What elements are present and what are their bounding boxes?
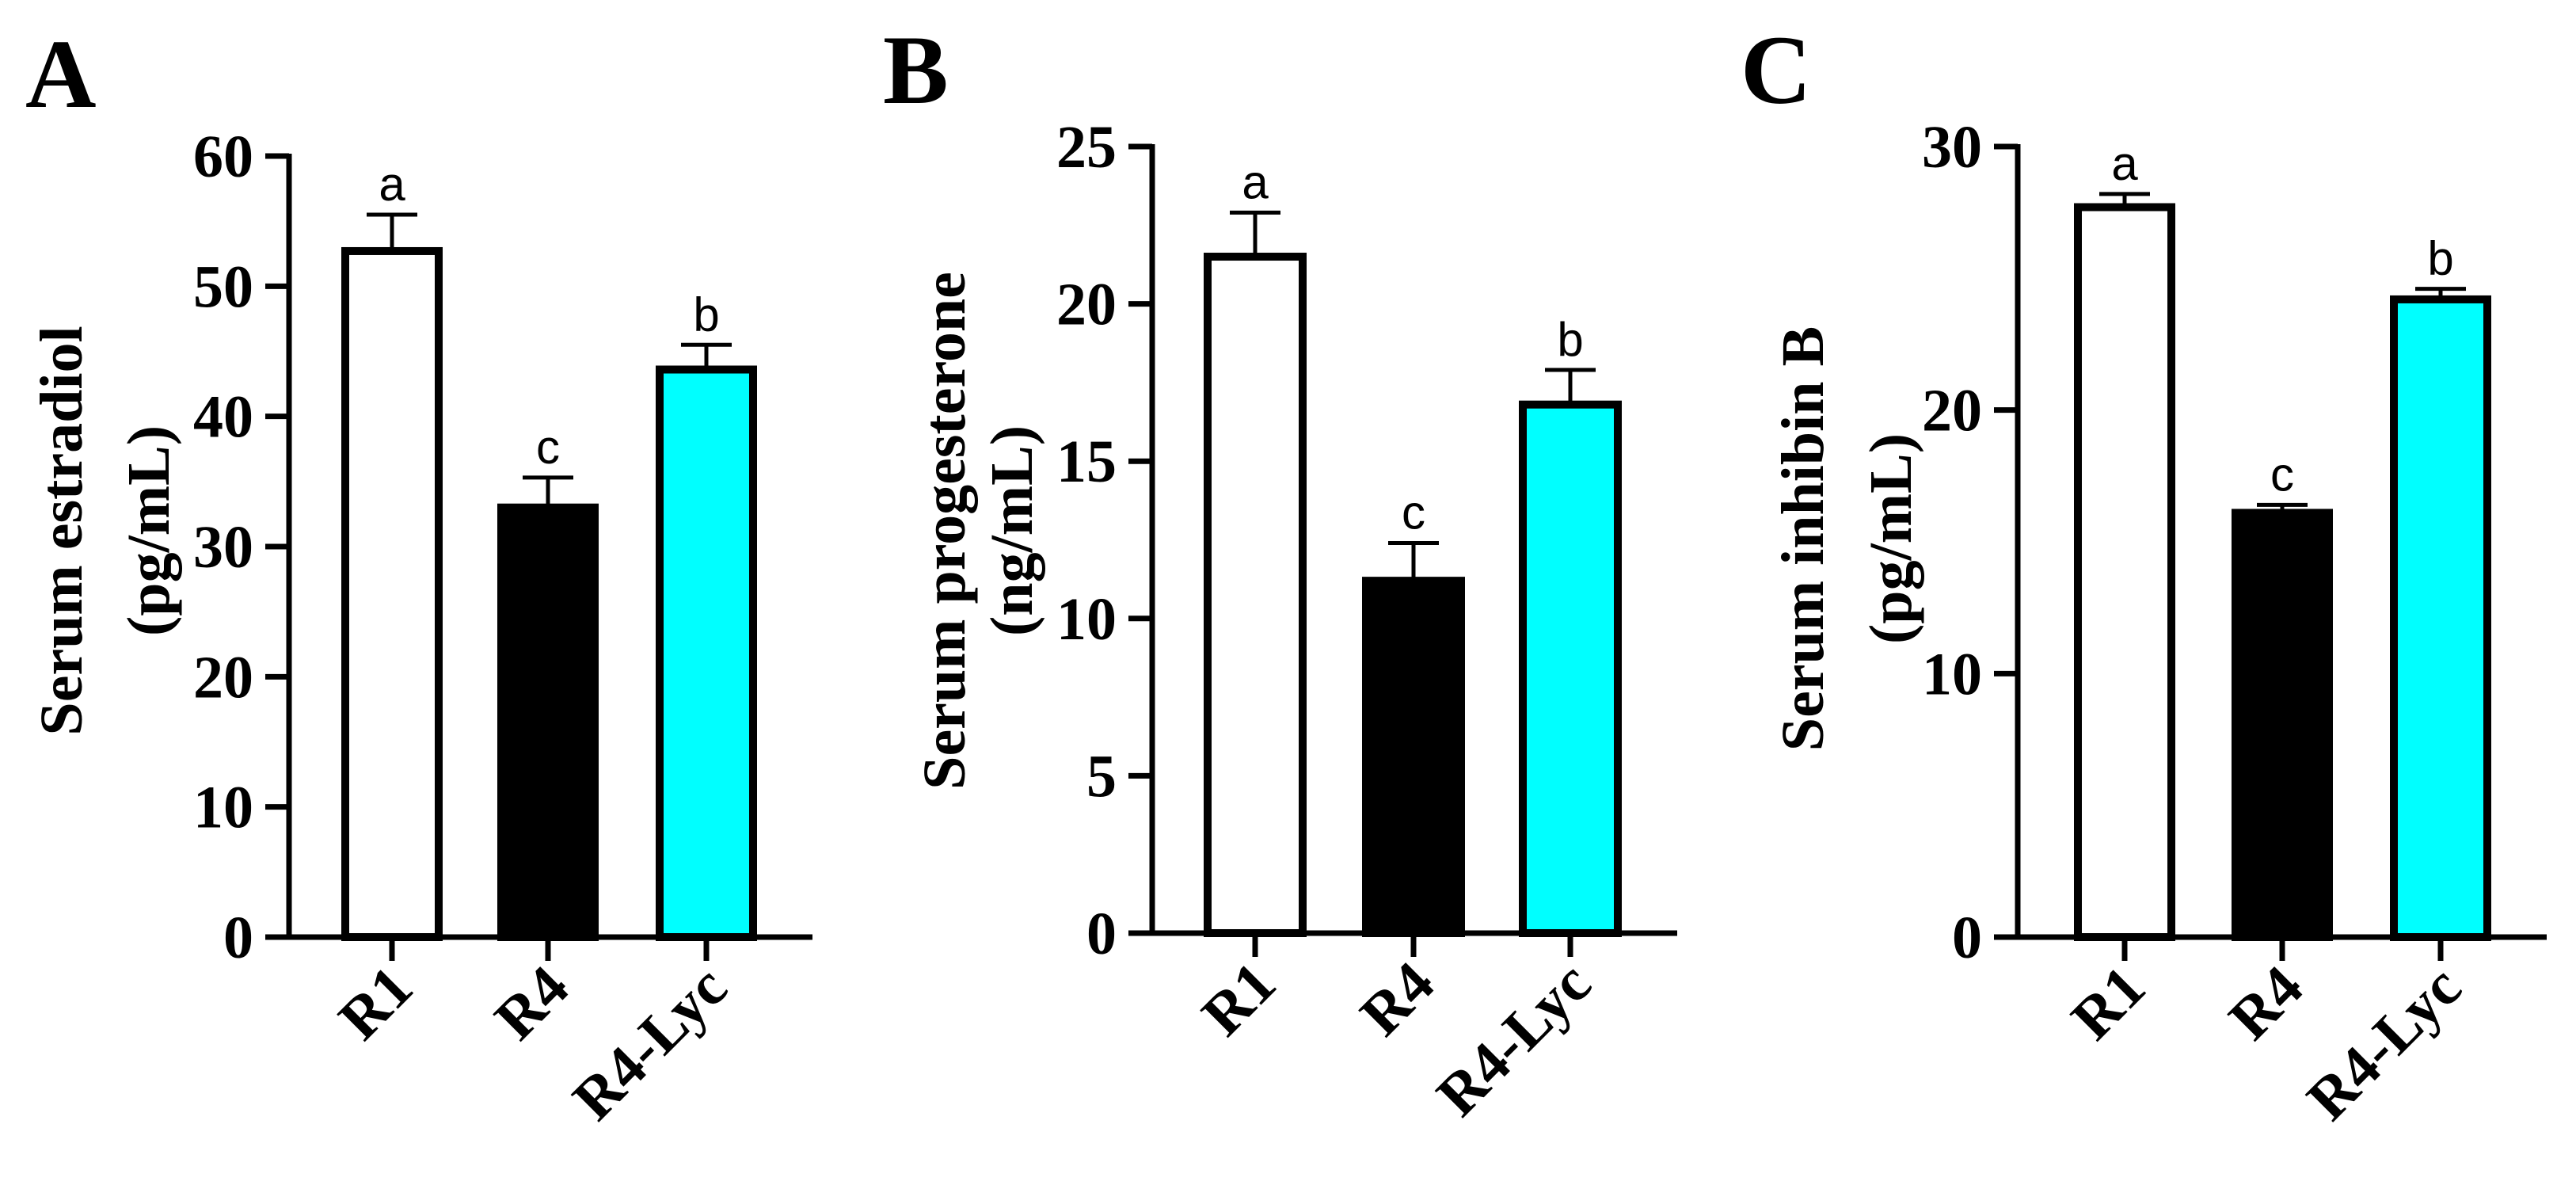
x-category-label: R4 <box>482 954 581 1053</box>
x-category-label: R4-Lyc <box>560 954 740 1134</box>
significance-letter: c <box>2270 448 2294 501</box>
y-axis-title: Serum inhibin B <box>1770 326 1836 751</box>
y-tick-label: 60 <box>193 124 253 190</box>
x-category-label: R1 <box>2059 954 2158 1053</box>
significance-letter: b <box>2427 232 2453 285</box>
y-tick-label: 5 <box>1086 743 1117 810</box>
chart-panel-c: C Serum inhibin B (pg/mL) 0 10 20 30 a R1 c R4 b R4-… <box>1741 16 2547 1133</box>
bar-r1 <box>341 246 443 942</box>
bar-r4 <box>1362 577 1465 937</box>
significance-letter: a <box>1242 155 1269 208</box>
y-tick-label: 20 <box>1056 272 1117 338</box>
significance-letter: a <box>379 158 405 211</box>
y-tick-label: 40 <box>193 384 253 451</box>
panel-letter: B <box>883 16 949 124</box>
y-tick-label: 15 <box>1056 429 1117 495</box>
y-tick-label: 30 <box>193 514 253 581</box>
y-tick-label: 0 <box>1086 901 1117 967</box>
bar-r1 <box>2074 203 2175 942</box>
y-tick-label: 10 <box>1922 641 1982 707</box>
y-tick-label: 0 <box>223 905 253 971</box>
significance-letter: c <box>1402 486 1425 539</box>
significance-letter: b <box>1557 313 1583 366</box>
significance-letter: c <box>536 421 560 474</box>
significance-letter: b <box>693 288 719 341</box>
bar-r4 <box>2232 509 2333 941</box>
y-axis-unit: (pg/mL) <box>116 425 182 636</box>
x-category-label: R4-Lyc <box>1424 950 1604 1130</box>
bar-r4-lyc <box>656 365 757 941</box>
x-category-label: R4 <box>2216 954 2315 1053</box>
y-tick-label: 20 <box>1922 378 1982 444</box>
chart-panel-b: B Serum progesterone (ng/mL) 0 5 10 15 20 25 a R1 c… <box>883 16 1677 1129</box>
y-tick-label: 50 <box>193 253 253 320</box>
x-category-label: R1 <box>326 954 425 1053</box>
bar-r1 <box>1204 253 1307 937</box>
y-tick-label: 10 <box>1056 586 1117 653</box>
bar-r4-lyc <box>2390 295 2491 941</box>
y-axis-unit: (ng/mL) <box>979 425 1045 636</box>
x-category-label: R4 <box>1348 950 1447 1049</box>
significance-letter: a <box>2111 137 2138 190</box>
chart-panel-a: A Serum estradiol (pg/mL) 0 10 20 30 40 50 60 a R1 c… <box>25 20 812 1133</box>
y-axis-title: Serum progesterone <box>911 272 978 790</box>
panel-letter: A <box>25 20 97 128</box>
y-tick-label: 25 <box>1056 114 1117 181</box>
y-tick-label: 0 <box>1952 905 1982 971</box>
x-category-label: R4-Lyc <box>2294 954 2474 1134</box>
y-axis-unit: (pg/mL) <box>1858 433 1924 644</box>
y-tick-label: 10 <box>193 775 253 841</box>
y-tick-label: 30 <box>1922 114 1982 181</box>
x-category-label: R1 <box>1189 950 1288 1049</box>
panel-letter: C <box>1741 16 1812 124</box>
bar-r4 <box>497 503 599 941</box>
y-axis-title: Serum estradiol <box>29 326 95 735</box>
y-tick-label: 20 <box>193 644 253 711</box>
bar-r4-lyc <box>1519 400 1622 938</box>
